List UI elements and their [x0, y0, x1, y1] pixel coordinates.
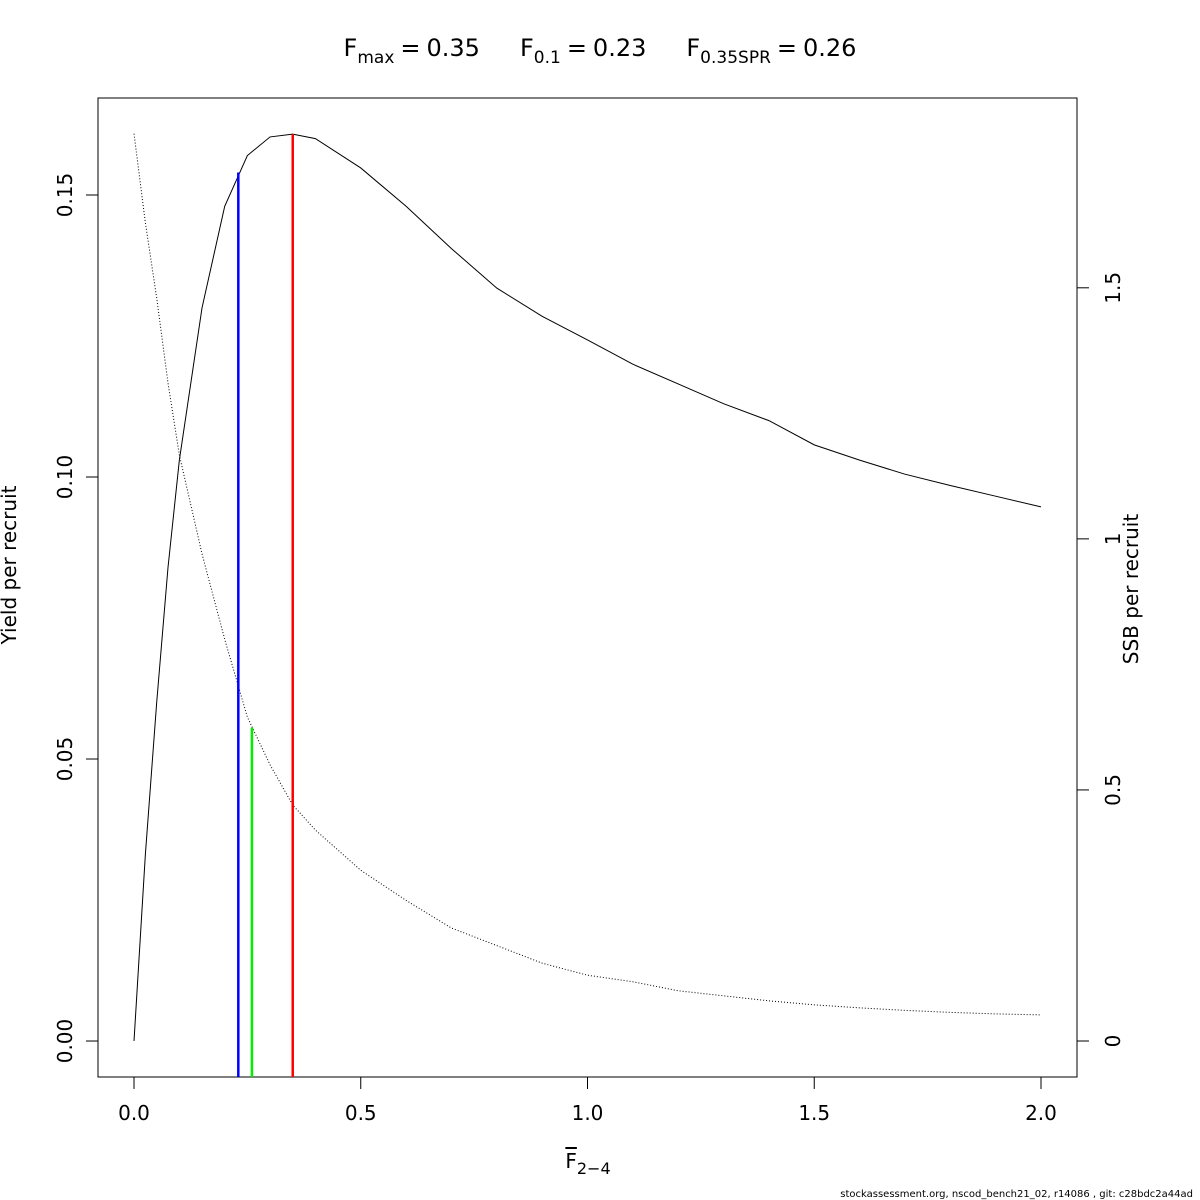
- title-symbol: F: [686, 34, 700, 62]
- x-label-symbol: F: [565, 1149, 577, 1173]
- y-tick-label: 0.10: [53, 455, 77, 500]
- chart-title: Fmax = 0.35 F0.1 = 0.23 F0.35SPR = 0.26: [344, 34, 857, 68]
- x-tick-label: 0.0: [118, 1101, 150, 1125]
- title-subscript: 0.1: [534, 48, 561, 68]
- title-symbol: F: [520, 34, 534, 62]
- y2-axis-label: SSB per recruit: [1119, 514, 1143, 665]
- series-line: [133, 133, 1042, 1042]
- title-relation: =: [567, 34, 587, 62]
- y-axis-label: Yield per recruit: [0, 485, 21, 645]
- title-relation: =: [400, 34, 420, 62]
- title-value: 0.26: [803, 34, 856, 62]
- x-tick-label: 2.0: [1025, 1101, 1057, 1125]
- y2-tick-label: 0.5: [1101, 774, 1125, 806]
- y2-tick-label: 0: [1101, 1035, 1125, 1048]
- series-line: [133, 133, 1042, 1016]
- y-tick-label: 0.15: [53, 173, 77, 218]
- x-axis-label: F2−4: [565, 1149, 610, 1178]
- title-relation: =: [777, 34, 797, 62]
- plot-frame: [97, 97, 1078, 1078]
- footer: stockassessment.org, nscod_bench21_02, r…: [840, 1189, 1193, 1200]
- y-tick-label: 0.00: [53, 1019, 77, 1064]
- title-subscript: max: [357, 48, 394, 68]
- y2-tick-label: 1.5: [1101, 272, 1125, 304]
- title-value: 0.35: [427, 34, 480, 62]
- y2-tick-label: 1: [1101, 533, 1125, 546]
- title-symbol: F: [344, 34, 358, 62]
- x-tick-label: 0.5: [345, 1101, 377, 1125]
- x-tick-label: 1.0: [572, 1101, 604, 1125]
- y-tick-label: 0.05: [53, 737, 77, 782]
- title-value: 0.23: [593, 34, 646, 62]
- title-subscript: 0.35SPR: [700, 48, 771, 68]
- x-tick-label: 1.5: [798, 1101, 830, 1125]
- x-label-subscript: 2−4: [577, 1159, 611, 1178]
